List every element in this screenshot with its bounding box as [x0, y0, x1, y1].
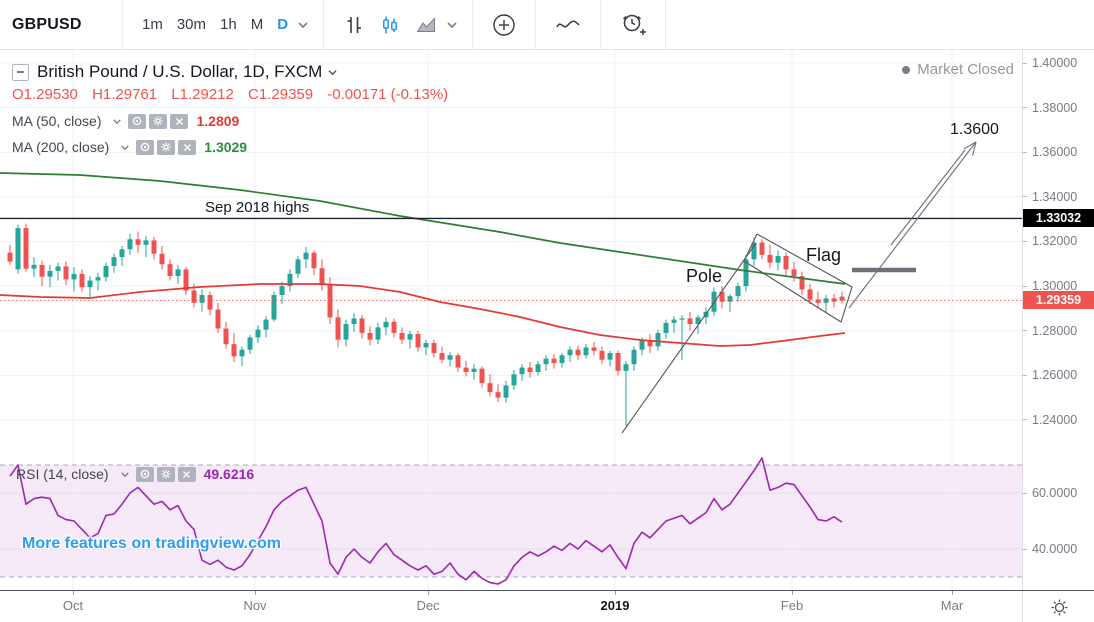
ma200-value: 1.3029: [204, 139, 248, 155]
time-label-feb: Feb: [780, 598, 804, 613]
ohlc-high: H1.29761: [92, 86, 158, 103]
time-tick-mark: [615, 591, 616, 595]
timeframe-group: 1m 30m 1h M D: [123, 0, 325, 49]
timeframe-d-button[interactable]: D: [277, 16, 289, 33]
rsi-close-icon[interactable]: [177, 466, 196, 482]
price-tick-1.32000: 1.32000: [1023, 233, 1094, 249]
time-axis[interactable]: Oct Nov Dec 2019 Feb Mar: [0, 590, 1094, 622]
sep-2018-highs-label[interactable]: Sep 2018 highs: [205, 199, 310, 216]
price-tick-1.38000: 1.38000: [1023, 100, 1094, 116]
timeframe-1h-button[interactable]: 1h: [220, 16, 237, 33]
timeframe-30m-button[interactable]: 30m: [176, 16, 207, 33]
ma200-settings-icon[interactable]: [157, 139, 176, 155]
indicators-icon[interactable]: [548, 11, 588, 39]
time-tick-mark: [73, 591, 74, 595]
timeframe-m-button[interactable]: M: [250, 16, 264, 33]
rsi-legend-row: RSI (14, close) 49.6216: [16, 462, 254, 486]
price-tick-1.26000: 1.26000: [1023, 367, 1094, 383]
area-style-icon[interactable]: [408, 9, 444, 41]
timeframe-1m-button[interactable]: 1m: [142, 16, 163, 33]
ma200-chevron-down-icon[interactable]: [120, 144, 130, 151]
time-tick-mark: [952, 591, 953, 595]
rsi-chevron-down-icon[interactable]: [120, 471, 130, 478]
axis-settings-button[interactable]: [1022, 591, 1094, 622]
price-axis[interactable]: 1.40000 1.38000 1.36000 1.34000 1.32000 1.300…: [1022, 50, 1094, 590]
ohlc-change: -0.00171 (-0.13%): [327, 86, 449, 103]
symbol-row[interactable]: British Pound / U.S. Dollar, 1D, FXCM: [12, 62, 458, 82]
rsi-label[interactable]: RSI (14, close): [16, 466, 109, 482]
time-label-oct: Oct: [62, 598, 84, 613]
time-tick-mark: [255, 591, 256, 595]
ma200-row: MA (200, close) 1.3029: [12, 135, 458, 159]
ohlc-row: O1.29530 H1.29761 L1.29212 C1.29359 -0.0…: [12, 86, 458, 103]
time-label-2019: 2019: [600, 598, 630, 613]
rsi-tick-40.0000: 40.0000: [1023, 541, 1094, 557]
market-status-label: Market Closed: [917, 61, 1014, 78]
ma50-chevron-down-icon[interactable]: [112, 118, 122, 125]
price-tick-1.24000: 1.24000: [1023, 412, 1094, 428]
rsi-settings-icon[interactable]: [156, 466, 175, 482]
ma50-close-icon[interactable]: [170, 113, 189, 129]
price-tick-1.30000: 1.30000: [1023, 278, 1094, 294]
ohlc-open: O1.29530: [12, 86, 78, 103]
chart-legend: British Pound / U.S. Dollar, 1D, FXCM O1…: [12, 62, 458, 159]
ma200-close-icon[interactable]: [178, 139, 197, 155]
alert-clock-plus-icon[interactable]: [613, 7, 653, 43]
ohlc-low: L1.29212: [171, 86, 234, 103]
rsi-tick-60.0000: 60.0000: [1023, 485, 1094, 501]
toolbar-spacer: [666, 0, 1094, 49]
ma50-value: 1.2809: [196, 113, 240, 129]
ma200-label[interactable]: MA (200, close): [12, 139, 110, 155]
gear-icon: [1051, 599, 1067, 615]
time-tick-mark: [792, 591, 793, 595]
candles-style-icon[interactable]: [372, 9, 408, 41]
chart-canvas[interactable]: British Pound / U.S. Dollar, 1D, FXCM O1…: [0, 50, 1022, 590]
compare-plus-icon[interactable]: [485, 8, 523, 42]
time-label-dec: Dec: [416, 598, 440, 613]
price-tick-1.28000: 1.28000: [1023, 323, 1094, 339]
rsi-value: 49.6216: [203, 466, 255, 482]
ma50-row: MA (50, close) 1.2809: [12, 109, 458, 133]
ma50-visibility-icon[interactable]: [128, 113, 147, 129]
time-label-mar: Mar: [940, 598, 964, 613]
symbol-button[interactable]: GBPUSD: [0, 0, 123, 49]
chart-style-group: [324, 0, 474, 49]
collapse-icon[interactable]: [12, 63, 29, 81]
last-price-label: 1.29359: [1023, 291, 1094, 310]
style-chevron-down-icon[interactable]: [444, 19, 460, 31]
ohlc-close: C1.29359: [248, 86, 314, 103]
market-status-dot-icon: [902, 65, 911, 74]
market-status: Market Closed: [902, 61, 1014, 78]
level-price-label: 1.33032: [1023, 209, 1094, 228]
ma200-visibility-icon[interactable]: [136, 139, 155, 155]
target-price-label[interactable]: 1.3600: [950, 121, 999, 138]
symbol-title: British Pound / U.S. Dollar, 1D, FXCM: [37, 62, 323, 81]
indicators-group: [536, 0, 602, 49]
price-tick-1.34000: 1.34000: [1023, 189, 1094, 205]
alert-group: [601, 0, 667, 49]
price-tick-1.40000: 1.40000: [1023, 55, 1094, 71]
flag-label[interactable]: Flag: [806, 245, 842, 265]
time-label-nov: Nov: [243, 598, 267, 613]
price-tick-1.36000: 1.36000: [1023, 144, 1094, 160]
bars-style-icon[interactable]: [336, 9, 372, 41]
ma50-settings-icon[interactable]: [149, 113, 168, 129]
ma50-label[interactable]: MA (50, close): [12, 113, 102, 129]
top-toolbar: GBPUSD 1m 30m 1h M D: [0, 0, 1094, 50]
rsi-visibility-icon[interactable]: [135, 466, 154, 482]
interval-chevron-down-icon[interactable]: [295, 19, 311, 31]
tradingview-watermark-link[interactable]: More features on tradingview.com: [22, 535, 282, 552]
symbol-chevron-down-icon[interactable]: [327, 69, 338, 76]
symbol-label: GBPUSD: [12, 15, 82, 33]
pole-label[interactable]: Pole: [686, 266, 723, 286]
chart-svg: [0, 50, 1022, 590]
time-tick-mark: [428, 591, 429, 595]
compare-group: [473, 0, 537, 49]
